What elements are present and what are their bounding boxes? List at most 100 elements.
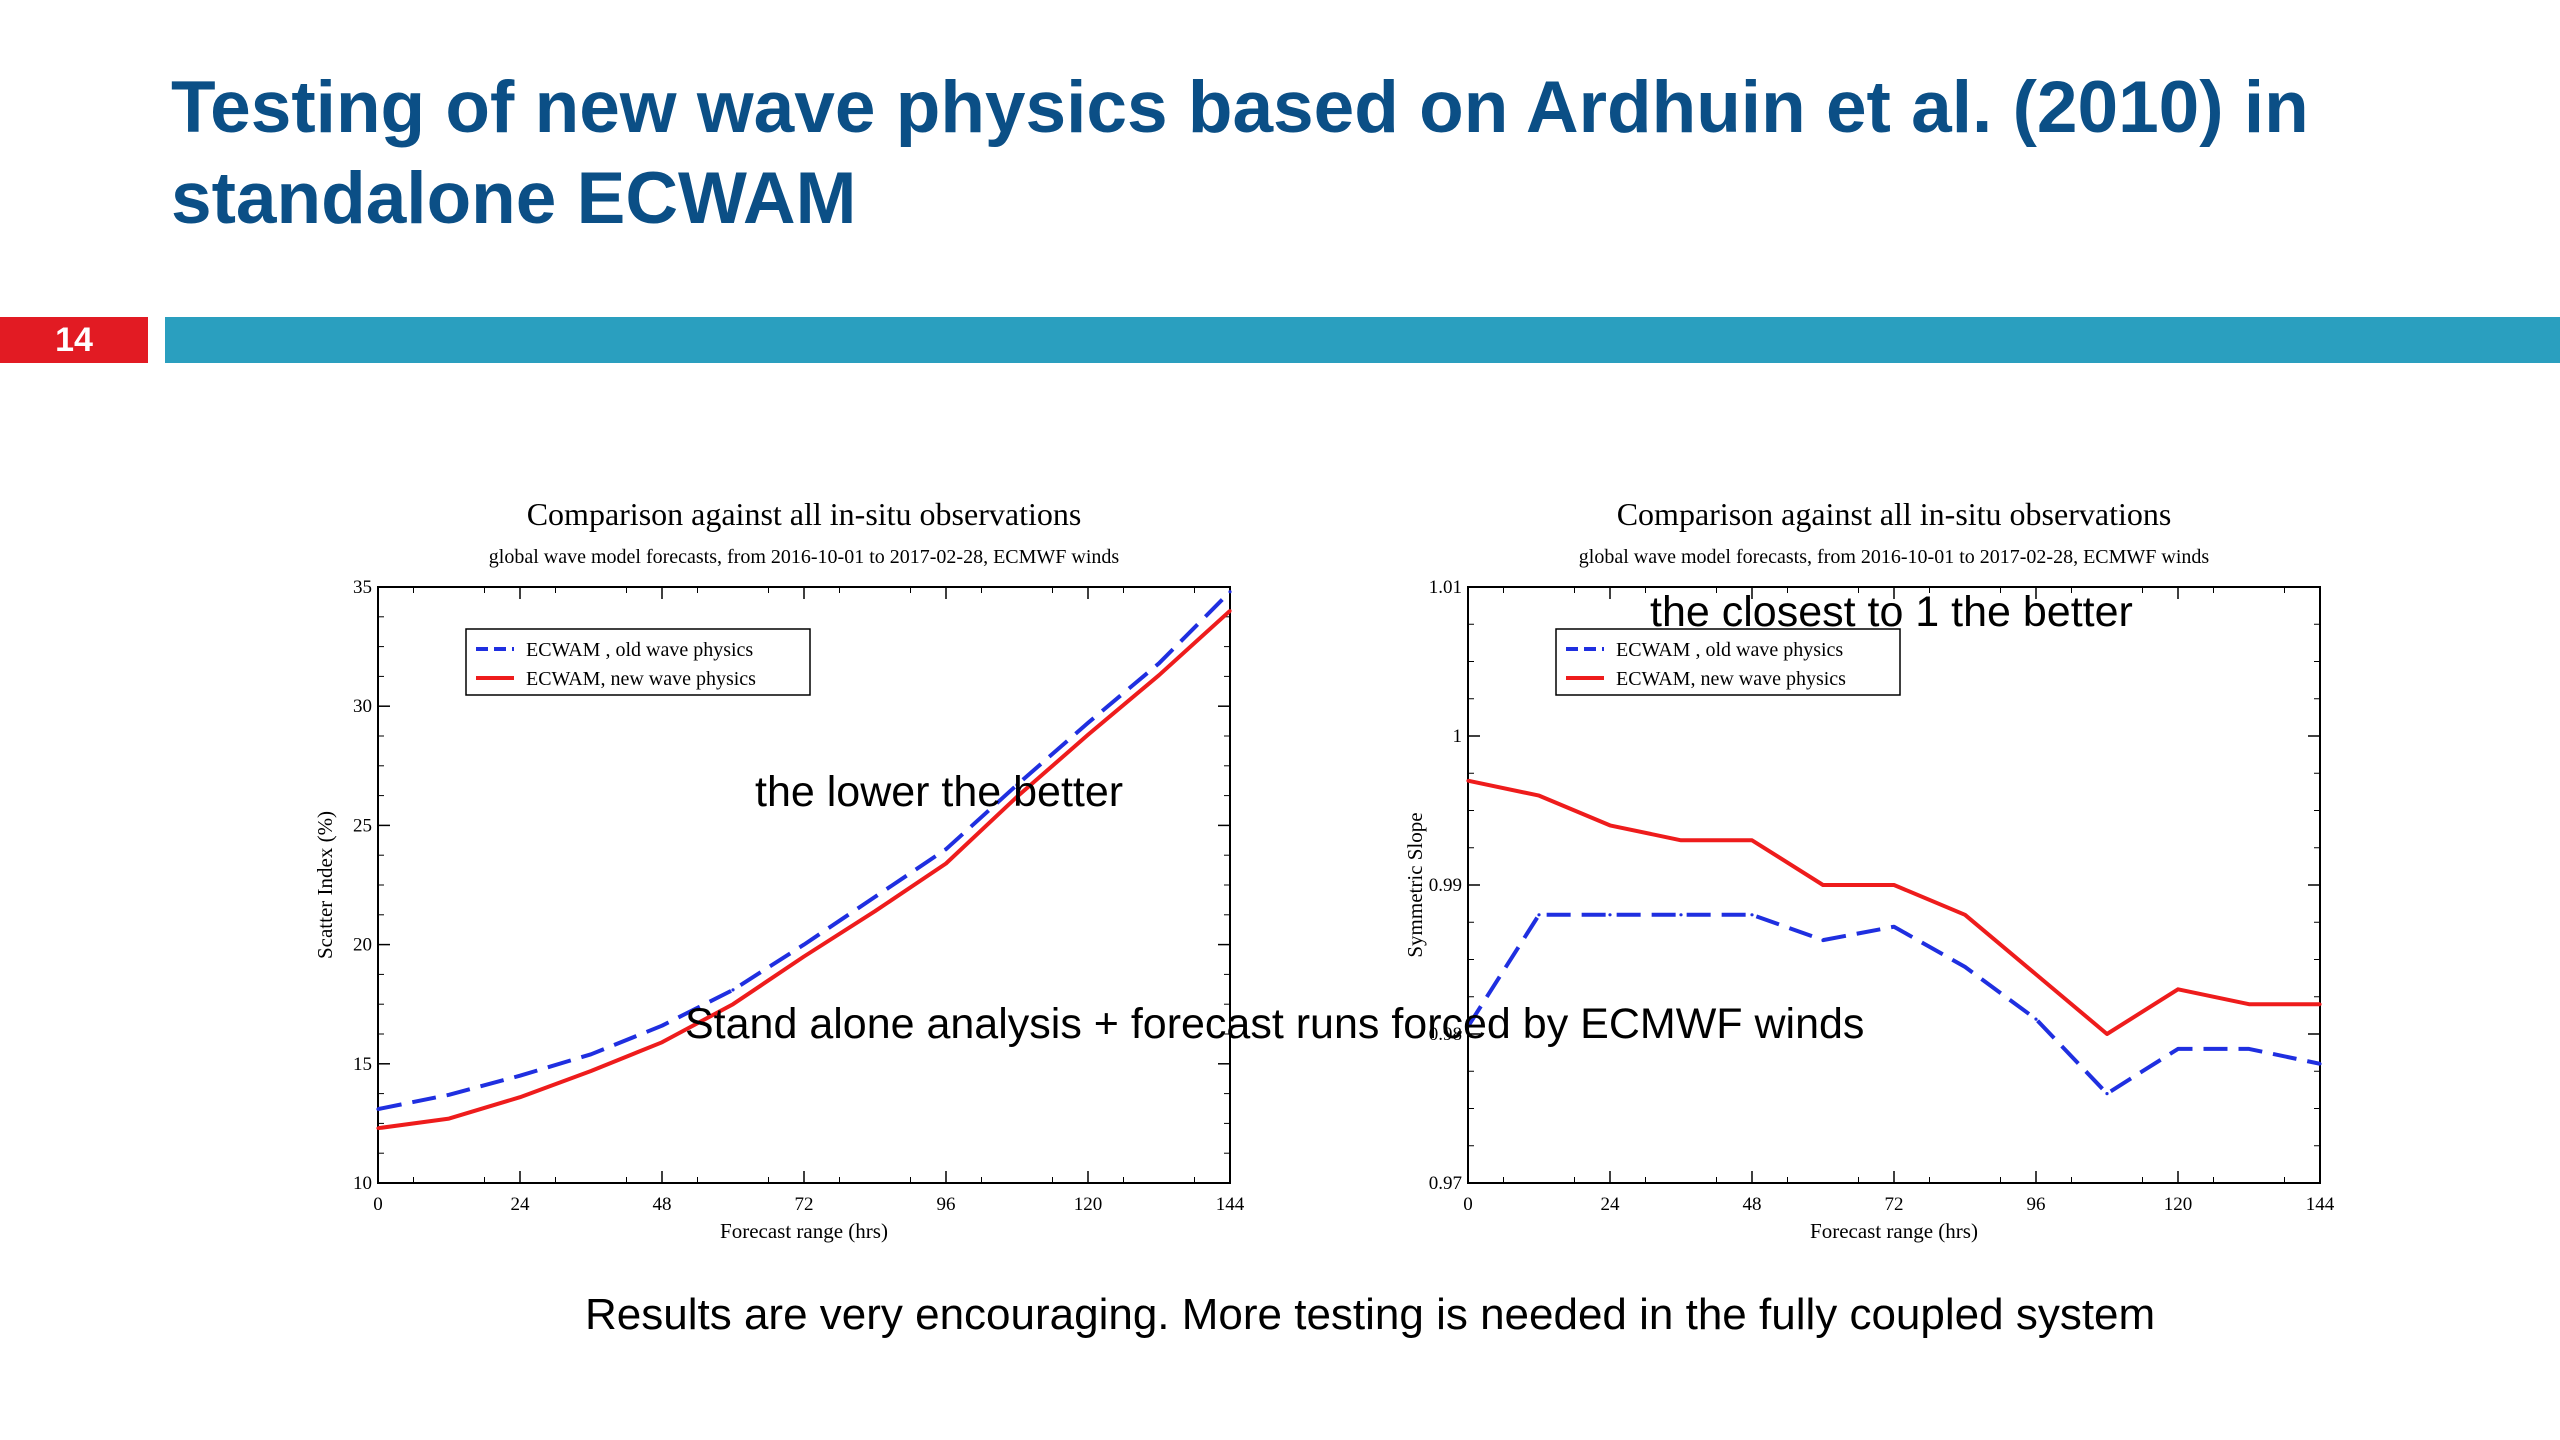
data-point-new-physics: [447, 1117, 451, 1121]
data-point-old-physics: [1821, 938, 1825, 942]
data-point-old-physics: [447, 1093, 451, 1097]
chart-title: Comparison against all in-situ observati…: [527, 496, 1082, 532]
data-point-new-physics: [2247, 1002, 2251, 1006]
data-point-new-physics: [1015, 795, 1019, 799]
x-axis-label: Forecast range (hrs): [1810, 1219, 1978, 1243]
data-point-old-physics: [1963, 965, 1967, 969]
data-point-old-physics: [518, 1074, 522, 1078]
data-point-new-physics: [802, 954, 806, 959]
data-point-new-physics: [1608, 823, 1612, 827]
symmetric-slope-chart: Comparison against all in-situ observati…: [1403, 496, 2335, 1243]
data-point-new-physics: [518, 1095, 522, 1099]
data-point-old-physics: [1750, 913, 1754, 917]
data-point-new-physics: [376, 1126, 380, 1130]
data-point-old-physics: [1892, 925, 1896, 929]
data-point-old-physics: [589, 1052, 593, 1056]
data-point-old-physics: [2318, 1062, 2322, 1066]
y-tick-label: 15: [353, 1054, 372, 1075]
y-tick-label: 1.01: [1429, 577, 1462, 598]
legend-box: [1555, 628, 1901, 696]
series-line-new-physics: [1467, 778, 2320, 1036]
footer-conclusion: Results are very encouraging. More testi…: [585, 1290, 2156, 1339]
data-point-old-physics: [1228, 590, 1232, 594]
data-point-new-physics: [731, 1002, 735, 1006]
data-point-new-physics: [2034, 972, 2038, 976]
data-point-new-physics: [1821, 883, 1825, 887]
data-point-new-physics: [1537, 794, 1541, 798]
x-tick-label: 24: [511, 1194, 531, 1215]
data-point-new-physics: [1228, 609, 1232, 613]
data-point-old-physics: [660, 1024, 664, 1028]
legend-label: ECWAM, new wave physics: [1616, 668, 1846, 690]
data-point-old-physics: [802, 943, 806, 947]
data-point-old-physics: [2176, 1047, 2180, 1051]
y-tick-label: 20: [353, 935, 372, 956]
x-tick-label: 72: [795, 1194, 814, 1215]
legend-label: ECWAM, new wave physics: [526, 668, 756, 690]
data-point-new-physics: [2105, 1032, 2109, 1036]
slide-title: Testing of new wave physics based on Ard…: [171, 67, 2309, 239]
y-axis-label: Scatter Index (%): [313, 811, 337, 959]
annotation-closest-better: the closest to 1 the better: [1650, 588, 2133, 636]
y-tick-label: 35: [353, 577, 372, 598]
y-tick-label: 0.97: [1429, 1173, 1462, 1194]
x-tick-label: 0: [373, 1194, 383, 1215]
x-axis-label: Forecast range (hrs): [720, 1219, 888, 1243]
y-tick-label: 0.98: [1429, 1024, 1462, 1045]
data-point-new-physics: [944, 861, 948, 866]
x-tick-label: 0: [1463, 1194, 1473, 1215]
x-tick-label: 96: [2027, 1194, 2046, 1215]
data-point-old-physics: [2247, 1047, 2251, 1051]
y-tick-label: 30: [353, 696, 372, 717]
x-tick-label: 144: [1216, 1194, 1245, 1215]
data-point-new-physics: [873, 909, 877, 913]
data-point-old-physics: [1086, 721, 1090, 725]
data-point-new-physics: [1157, 673, 1161, 677]
data-point-new-physics: [1086, 733, 1090, 737]
x-tick-label: 72: [1885, 1194, 1904, 1215]
y-tick-label: 1: [1453, 726, 1463, 747]
page-number-badge: 14: [0, 317, 148, 363]
x-tick-label: 48: [653, 1194, 672, 1215]
data-point-old-physics: [1466, 1024, 1470, 1029]
data-point-new-physics: [2318, 1002, 2322, 1006]
annotation-lower-better: the lower the better: [755, 768, 1124, 816]
data-point-old-physics: [1537, 913, 1541, 917]
data-point-old-physics: [2105, 1092, 2109, 1096]
data-point-old-physics: [873, 895, 877, 899]
data-point-old-physics: [1608, 913, 1612, 917]
x-tick-label: 24: [1601, 1194, 1621, 1215]
chart-subtitle: global wave model forecasts, from 2016-1…: [1579, 546, 2210, 568]
legend-label: ECWAM , old wave physics: [526, 639, 753, 661]
data-point-new-physics: [1892, 883, 1896, 887]
data-point-old-physics: [944, 847, 948, 851]
data-point-old-physics: [1157, 661, 1161, 665]
annotation-standalone-runs: Stand alone analysis + forecast runs for…: [685, 1000, 1865, 1048]
x-tick-label: 96: [937, 1194, 956, 1215]
data-point-new-physics: [1963, 913, 1967, 917]
chart-subtitle: global wave model forecasts, from 2016-1…: [489, 546, 1120, 568]
legend-box: [465, 628, 811, 696]
data-point-new-physics: [660, 1040, 664, 1044]
y-tick-label: 0.99: [1429, 875, 1462, 896]
data-point-old-physics: [1015, 783, 1019, 787]
legend-label: ECWAM , old wave physics: [1616, 639, 1843, 661]
y-tick-label: 10: [353, 1173, 372, 1194]
data-point-new-physics: [1466, 779, 1470, 783]
data-point-new-physics: [589, 1069, 593, 1073]
x-tick-label: 120: [1074, 1194, 1103, 1215]
x-tick-label: 48: [1743, 1194, 1762, 1215]
y-axis-label: Symmetric Slope: [1403, 812, 1427, 957]
data-point-new-physics: [1750, 838, 1754, 842]
header-accent-bar: [165, 317, 2560, 363]
data-point-old-physics: [1679, 913, 1683, 917]
data-point-new-physics: [1679, 838, 1683, 842]
x-tick-label: 144: [2306, 1194, 2335, 1215]
data-point-old-physics: [731, 988, 735, 992]
chart-title: Comparison against all in-situ observati…: [1617, 496, 2172, 532]
x-tick-label: 120: [2164, 1194, 2193, 1215]
scatter-index-chart: Comparison against all in-situ observati…: [313, 496, 1245, 1243]
data-point-new-physics: [2176, 987, 2180, 991]
data-point-old-physics: [2034, 1017, 2038, 1021]
y-tick-label: 25: [353, 815, 372, 836]
